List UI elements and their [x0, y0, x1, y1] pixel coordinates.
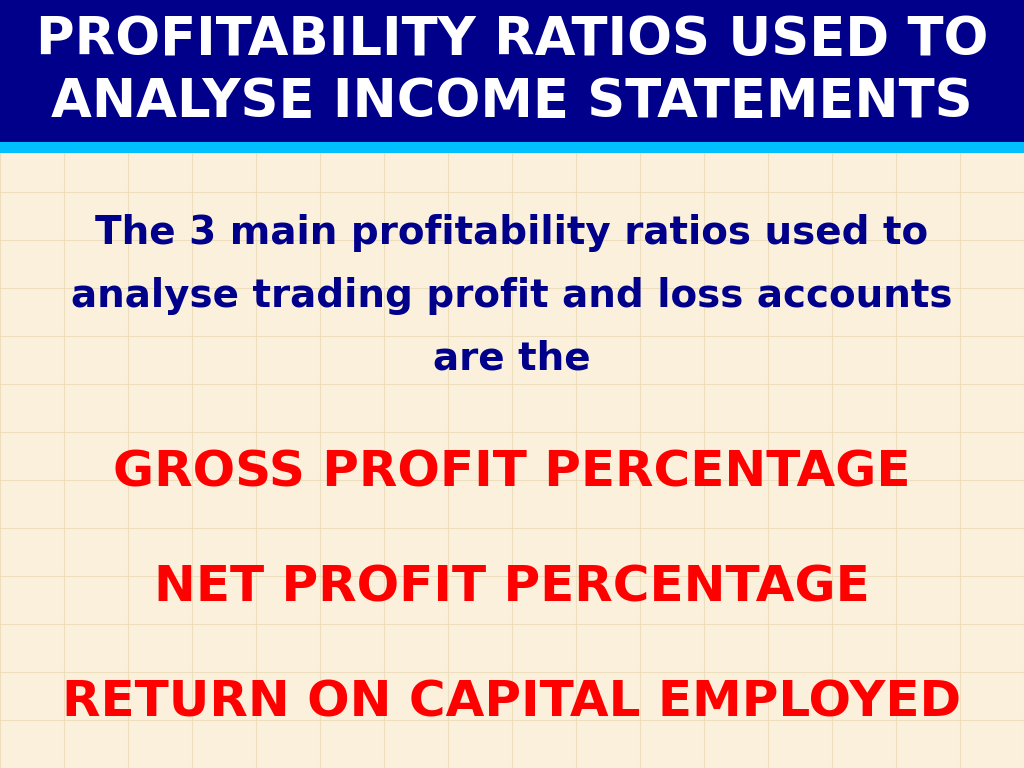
Text: NET PROFIT PERCENTAGE: NET PROFIT PERCENTAGE: [155, 564, 869, 611]
Bar: [0, 0, 1024, 142]
Text: RETURN ON CAPITAL EMPLOYED: RETURN ON CAPITAL EMPLOYED: [62, 679, 962, 727]
Text: The 3 main profitability ratios used to: The 3 main profitability ratios used to: [95, 214, 929, 252]
Text: ANALYSE INCOME STATEMENTS: ANALYSE INCOME STATEMENTS: [51, 76, 973, 128]
Text: PROFITABILITY RATIOS USED TO: PROFITABILITY RATIOS USED TO: [36, 14, 988, 66]
Text: analyse trading profit and loss accounts: analyse trading profit and loss accounts: [72, 276, 952, 315]
Text: GROSS PROFIT PERCENTAGE: GROSS PROFIT PERCENTAGE: [114, 449, 910, 496]
Text: are the: are the: [433, 339, 591, 378]
Bar: [0, 142, 1024, 153]
